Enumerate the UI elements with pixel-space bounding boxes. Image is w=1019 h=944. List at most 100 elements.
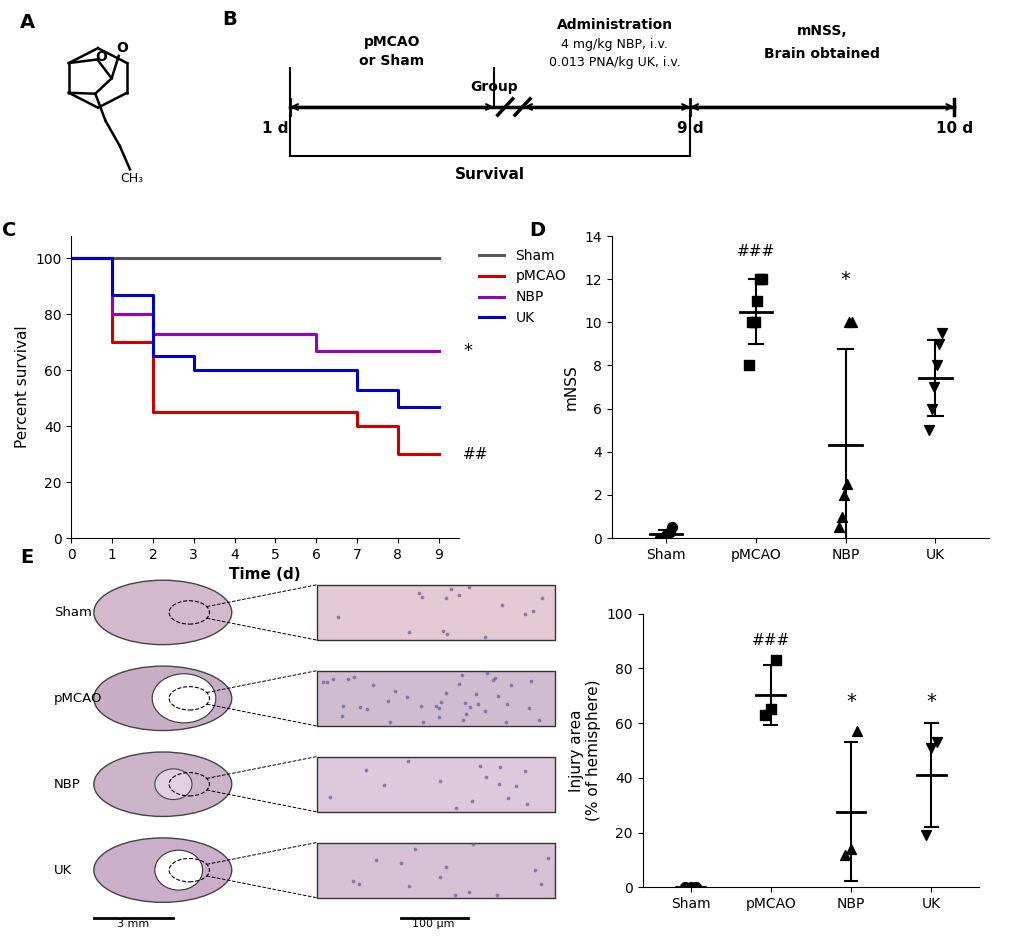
Point bbox=[533, 876, 549, 891]
pMCAO bbox=[391, 448, 404, 460]
Point bbox=[651, 531, 667, 546]
Point bbox=[507, 779, 524, 794]
UK bbox=[187, 350, 200, 362]
Point bbox=[329, 609, 345, 624]
Point bbox=[365, 678, 381, 693]
Ellipse shape bbox=[152, 674, 216, 723]
Ellipse shape bbox=[94, 581, 231, 645]
Point bbox=[688, 880, 704, 895]
Point bbox=[476, 703, 492, 718]
Text: 1 d: 1 d bbox=[262, 121, 288, 136]
Point bbox=[352, 700, 368, 715]
Point bbox=[400, 879, 417, 894]
pMCAO bbox=[106, 337, 118, 348]
Point bbox=[467, 686, 483, 701]
Point bbox=[930, 336, 947, 351]
Point bbox=[450, 677, 467, 692]
Point bbox=[487, 671, 503, 686]
Point bbox=[658, 526, 675, 541]
Text: NBP: NBP bbox=[54, 778, 81, 791]
Point bbox=[841, 314, 857, 329]
Point bbox=[478, 666, 494, 681]
Point bbox=[414, 715, 430, 730]
Text: ###: ### bbox=[736, 244, 774, 259]
Point bbox=[848, 724, 864, 739]
Point bbox=[465, 836, 481, 851]
Point bbox=[753, 272, 769, 287]
Bar bbox=[316, 584, 554, 640]
Point bbox=[427, 699, 443, 714]
Text: Sham: Sham bbox=[54, 606, 92, 619]
Point bbox=[925, 379, 942, 395]
Point bbox=[477, 630, 493, 645]
Point bbox=[494, 598, 511, 613]
Point bbox=[531, 712, 547, 727]
UK bbox=[147, 289, 159, 300]
pMCAO bbox=[147, 337, 159, 348]
Point bbox=[430, 709, 446, 724]
Text: C: C bbox=[2, 221, 16, 240]
Text: A: A bbox=[20, 13, 36, 32]
Point bbox=[345, 669, 362, 684]
Point bbox=[447, 801, 464, 816]
Point bbox=[922, 401, 938, 416]
Point bbox=[359, 701, 375, 716]
pMCAO bbox=[147, 407, 159, 418]
Point bbox=[399, 753, 416, 768]
Text: pMCAO: pMCAO bbox=[54, 692, 103, 705]
Point bbox=[677, 880, 693, 895]
Point bbox=[539, 851, 555, 866]
Point bbox=[450, 587, 467, 602]
Point bbox=[438, 627, 454, 642]
Point bbox=[920, 423, 936, 438]
UK bbox=[351, 364, 363, 376]
Text: E: E bbox=[20, 548, 34, 566]
Point bbox=[318, 674, 334, 689]
Point bbox=[407, 842, 423, 857]
Point bbox=[927, 734, 944, 750]
Point bbox=[477, 769, 493, 784]
Point bbox=[462, 700, 478, 715]
Point bbox=[454, 713, 471, 728]
Text: *: * bbox=[925, 692, 935, 711]
X-axis label: Time (d): Time (d) bbox=[229, 567, 301, 582]
Text: B: B bbox=[222, 10, 236, 29]
NBP bbox=[106, 309, 118, 320]
Point bbox=[526, 863, 542, 878]
Text: *: * bbox=[845, 692, 855, 711]
Point bbox=[461, 884, 477, 899]
Point bbox=[525, 604, 541, 619]
Point bbox=[490, 777, 506, 792]
UK bbox=[432, 401, 444, 413]
Point bbox=[386, 683, 403, 699]
Point bbox=[437, 590, 453, 605]
Point bbox=[447, 887, 464, 902]
Point bbox=[932, 326, 949, 341]
Point bbox=[333, 708, 350, 723]
pMCAO bbox=[106, 253, 118, 264]
Point bbox=[489, 688, 505, 703]
Y-axis label: Percent survival: Percent survival bbox=[14, 326, 30, 448]
UK bbox=[391, 401, 404, 413]
Text: or Sham: or Sham bbox=[359, 54, 424, 68]
Point bbox=[461, 580, 477, 595]
NBP bbox=[310, 329, 322, 340]
Bar bbox=[316, 757, 554, 812]
Text: mNSS,: mNSS, bbox=[796, 25, 847, 38]
Text: Group: Group bbox=[470, 80, 518, 94]
Point bbox=[756, 707, 772, 722]
Point bbox=[518, 797, 534, 812]
Point bbox=[334, 699, 351, 714]
Point bbox=[741, 358, 757, 373]
Point bbox=[358, 763, 374, 778]
UK bbox=[106, 289, 118, 300]
Point bbox=[682, 880, 698, 895]
Point bbox=[457, 695, 473, 710]
Text: O: O bbox=[116, 41, 127, 55]
Point bbox=[314, 674, 330, 689]
Text: 10 d: 10 d bbox=[934, 121, 972, 136]
Point bbox=[413, 589, 429, 604]
Point bbox=[746, 314, 762, 329]
Point bbox=[927, 358, 944, 373]
Text: UK: UK bbox=[54, 864, 72, 877]
